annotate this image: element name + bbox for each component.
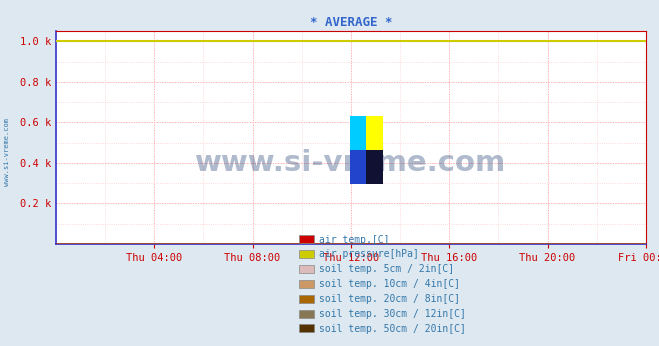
Legend: air temp.[C], air pressure[hPa], soil temp. 5cm / 2in[C], soil temp. 10cm / 4in[: air temp.[C], air pressure[hPa], soil te… — [295, 231, 469, 338]
Bar — [350, 150, 366, 184]
Bar — [350, 116, 366, 150]
Title: * AVERAGE *: * AVERAGE * — [310, 16, 392, 29]
Bar — [366, 116, 383, 150]
Text: www.si-vreme.com: www.si-vreme.com — [3, 118, 10, 186]
Text: www.si-vreme.com: www.si-vreme.com — [195, 149, 507, 177]
Bar — [366, 150, 383, 184]
